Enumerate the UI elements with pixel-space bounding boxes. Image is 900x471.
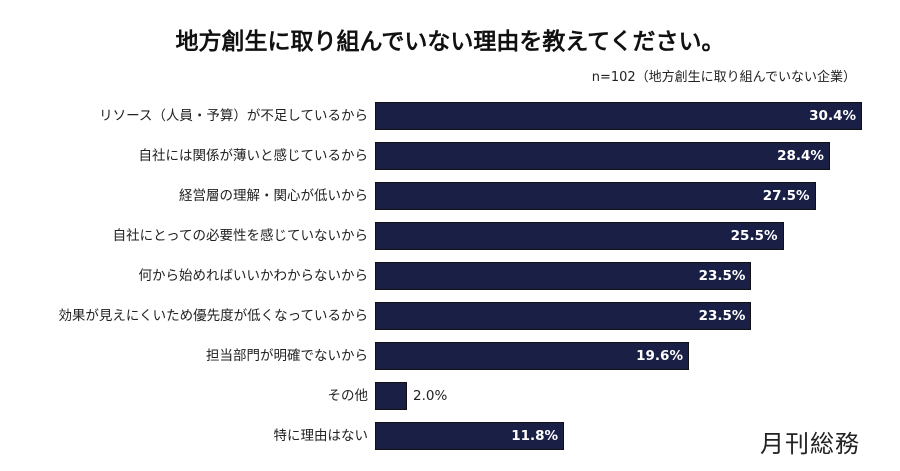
logo: 月刊総務: [760, 430, 860, 458]
data-label: 11.8%: [511, 428, 559, 444]
data-label: 19.6%: [636, 348, 683, 364]
chart-subtitle: n=102（地方創生に取り組んでいない企業）: [591, 70, 856, 85]
bar: [375, 422, 565, 450]
category-label: 自社には関係が薄いと感じているから: [138, 148, 369, 164]
data-label: 23.5%: [698, 308, 746, 324]
chart-title: 地方創生に取り組んでいない理由を教えてください。: [175, 29, 725, 55]
bar: [375, 302, 752, 330]
category-label: 経営層の理解・関心が低いから: [179, 188, 368, 204]
category-label: リソース（人員・予算）が不足しているから: [99, 108, 368, 124]
bar: [375, 102, 862, 130]
bar: [375, 182, 816, 210]
data-label: 23.5%: [698, 268, 746, 284]
bar: [375, 262, 752, 290]
bar: [375, 222, 784, 250]
data-label: 25.5%: [730, 228, 778, 244]
data-label: 2.0%: [413, 388, 448, 404]
bar: [375, 382, 408, 410]
bar: [375, 142, 830, 170]
category-label: 何から始めればいいかわからないから: [138, 268, 369, 284]
category-label: 担当部門が明確でないから: [206, 348, 368, 364]
data-label: 30.4%: [809, 108, 856, 124]
data-label: 27.5%: [762, 188, 810, 204]
category-label: 特に理由はない: [273, 428, 369, 444]
category-label: 効果が見えにくいため優先度が低くなっているから: [58, 308, 368, 324]
bar: [375, 342, 689, 370]
category-label: その他: [327, 388, 369, 404]
data-label: 28.4%: [777, 148, 824, 164]
category-label: 自社にとっての必要性を感じていないから: [112, 228, 368, 244]
